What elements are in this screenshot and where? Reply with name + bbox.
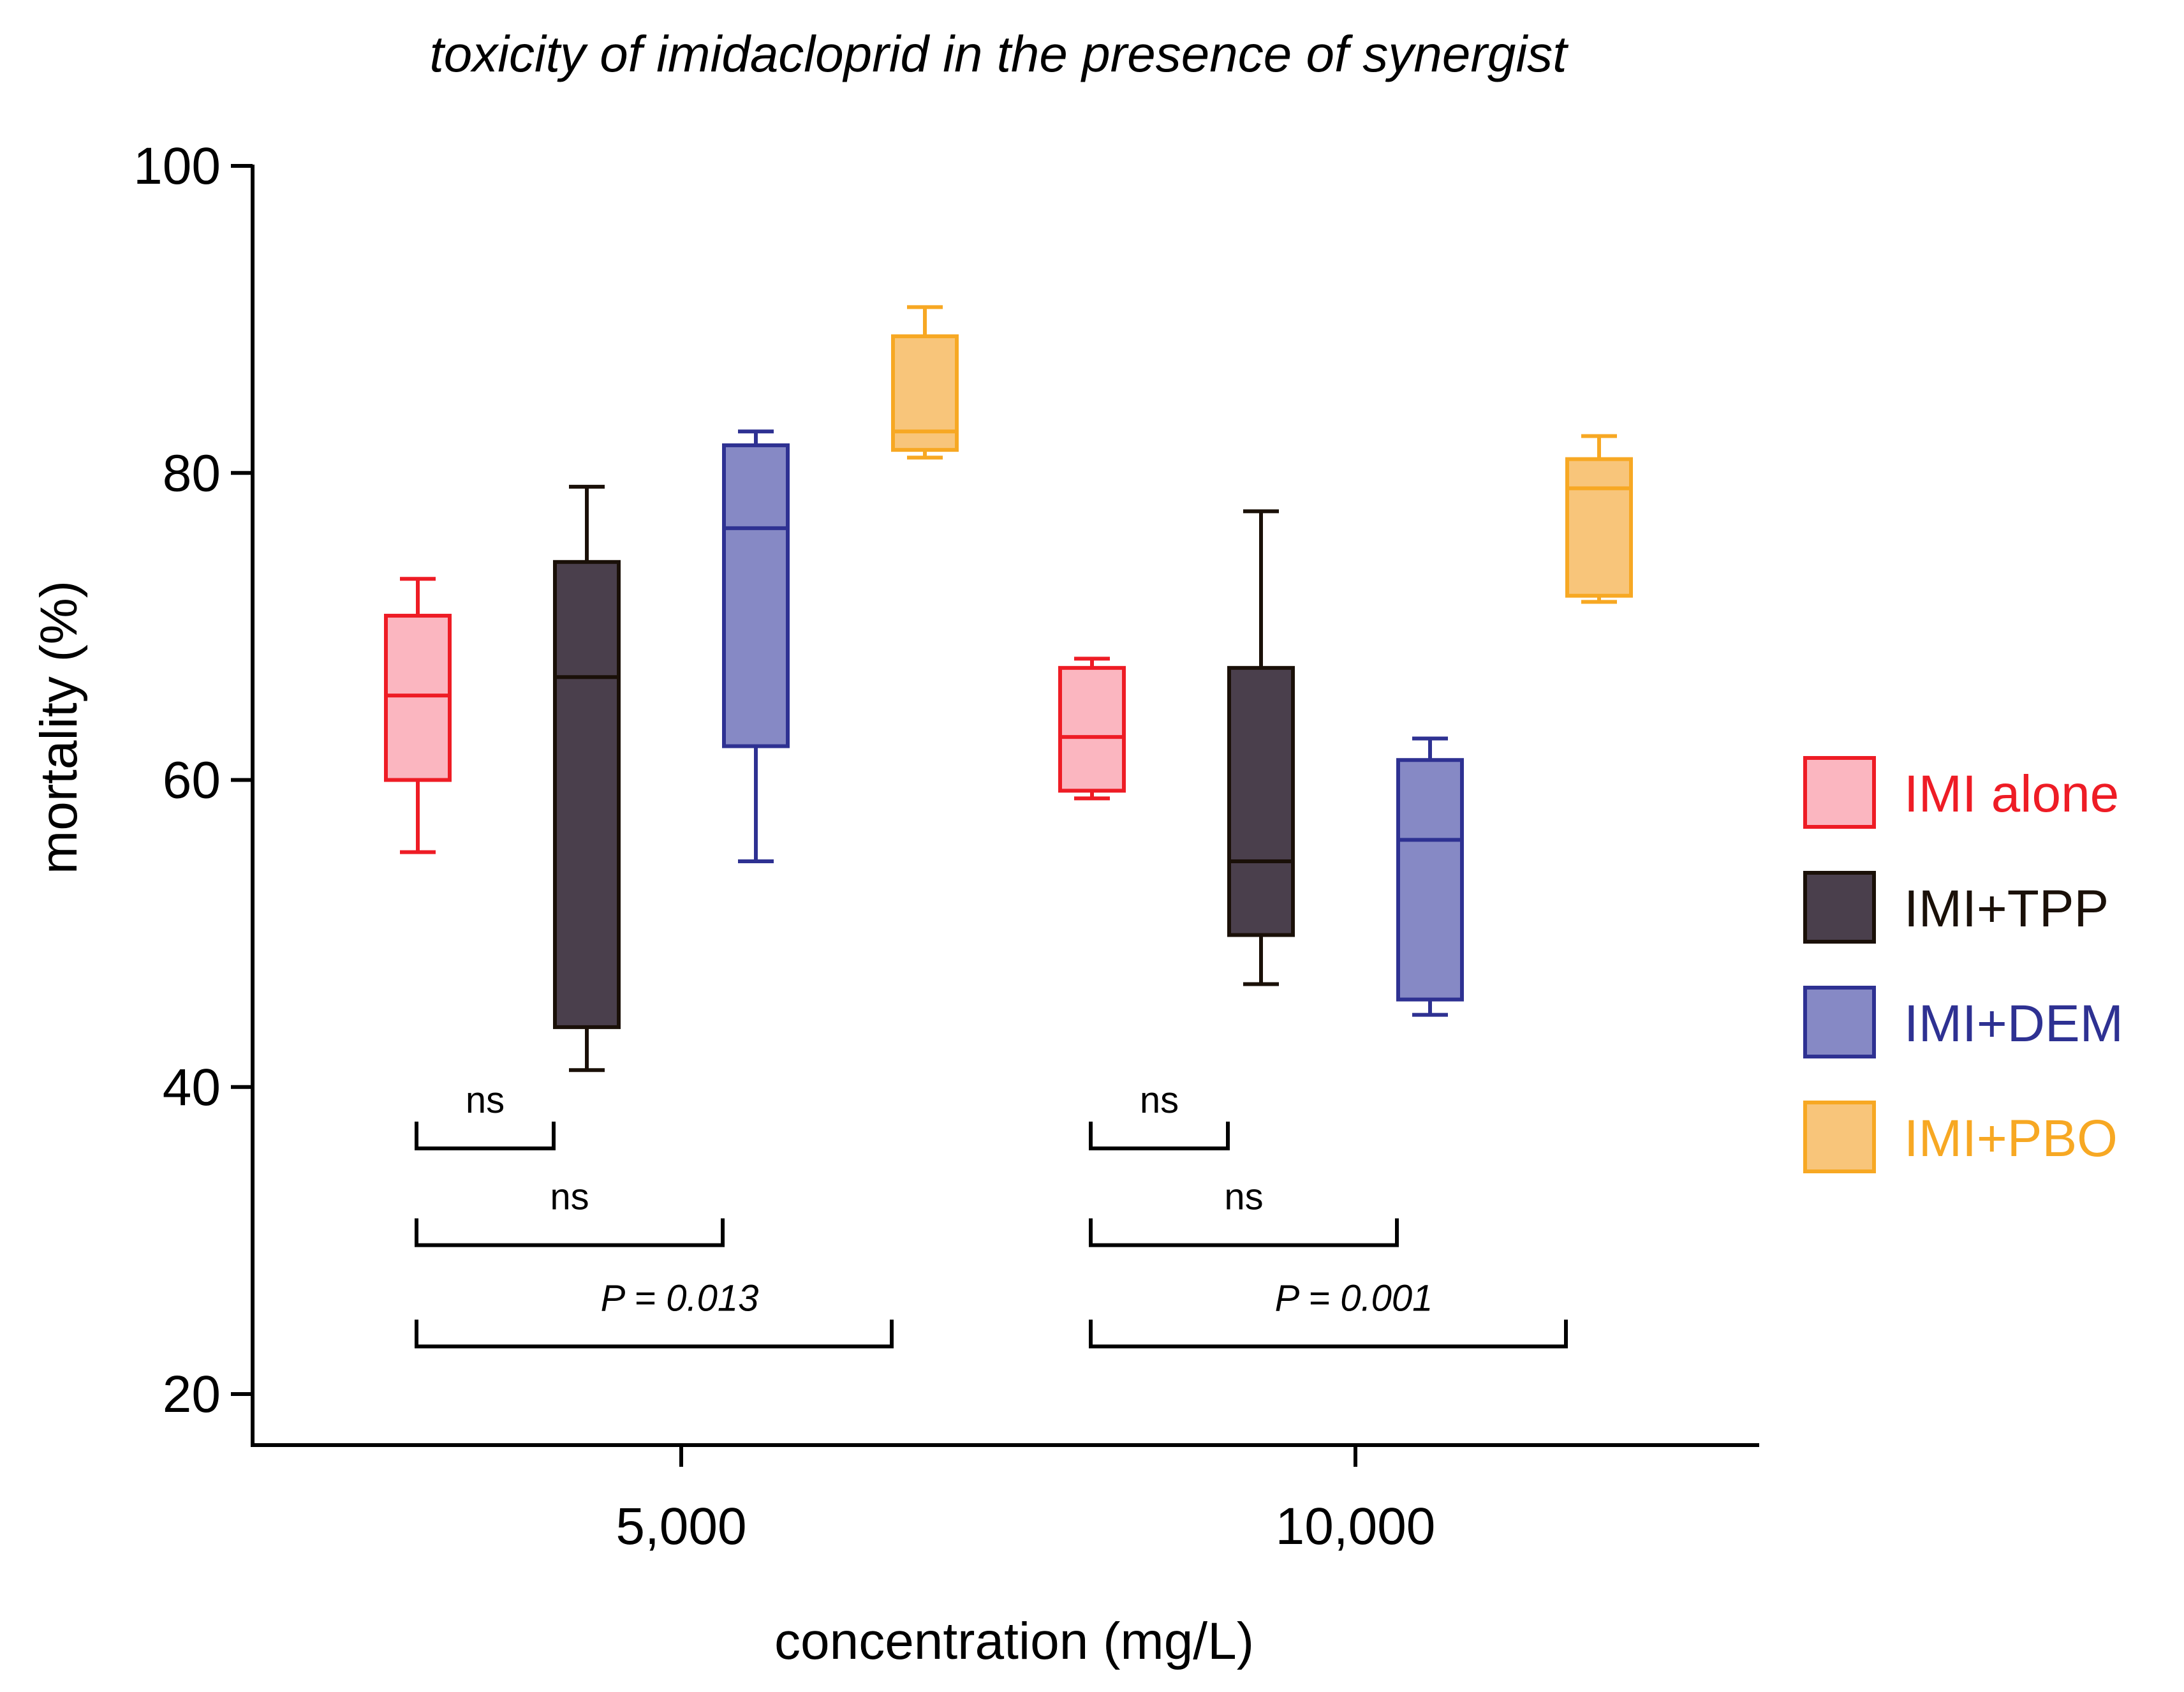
bracket-line [1089,1122,1230,1150]
legend-swatch [1803,871,1876,944]
legend: IMI alone IMI+TPP IMI+DEM IMI+PBO [1803,756,2123,1173]
series-imi-tpp [553,484,1295,1072]
y-tick-label: 20 [163,1365,221,1423]
series-imi-alone [384,577,1126,854]
legend-entry: IMI+PBO [1803,1101,2118,1173]
chart-title: toxicity of imidacloprid in the presence… [429,26,1568,82]
legend-swatch [1803,986,1876,1058]
bracket-label: ns [1140,1080,1179,1121]
bracket-label: ns [466,1080,505,1121]
x-axis: 5,000 10,000 [251,1443,1759,1555]
x-axis-label: concentration (mg/L) [774,1612,1254,1670]
bracket-label: ns [550,1176,589,1218]
y-axis-label: mortality (%) [30,581,88,874]
significance-bracket: ns [1089,1080,1230,1150]
box-iqr [722,443,790,748]
significance-annotations: ns ns P = 0.013 ns ns P = 0.001 [415,1080,1568,1349]
box-iqr [553,560,621,1029]
significance-bracket: ns [415,1080,556,1150]
significance-bracket: ns [415,1176,725,1247]
bracket-line [415,1319,894,1349]
bracket-line [415,1218,725,1247]
box-plot [1565,434,1633,604]
x-tick-label: 5,000 [616,1497,746,1555]
box-plot [891,305,959,460]
significance-bracket: P = 0.013 [415,1277,894,1349]
bracket-label: ns [1224,1176,1263,1218]
legend-entry: IMI alone [1803,756,2119,829]
significance-bracket: ns [1089,1176,1399,1247]
series-imi-pbo [891,305,1633,604]
y-tick-label: 60 [163,752,221,810]
box-plot [1058,657,1126,801]
legend-entry: IMI+DEM [1803,986,2123,1058]
y-axis: 20 40 60 80 100 [133,137,255,1445]
legend-label: IMI+DEM [1904,995,2123,1053]
significance-bracket: P = 0.001 [1089,1277,1568,1349]
box-plot [384,577,452,854]
box-iqr [384,614,452,782]
bracket-line [415,1122,556,1150]
box-iqr [1396,758,1464,1002]
bracket-line [1089,1218,1399,1247]
bracket-line [1089,1319,1568,1349]
box-plot [722,429,790,864]
box-iqr [1227,665,1295,937]
legend-entry: IMI+TPP [1803,871,2109,944]
box-iqr [1058,665,1126,793]
legend-label: IMI alone [1904,765,2119,823]
box-plot [1396,736,1464,1017]
x-tick-label: 10,000 [1276,1497,1436,1555]
series-imi-dem [722,429,1464,1017]
box-plot [1227,509,1295,986]
box-plot [553,484,621,1072]
y-tick-label: 40 [163,1058,221,1117]
legend-label: IMI+TPP [1904,880,2109,938]
bracket-label: P = 0.001 [1275,1277,1433,1319]
box-series-group [384,305,1633,1072]
legend-swatch [1803,1101,1876,1173]
y-tick-label: 100 [133,137,221,195]
legend-swatch [1803,756,1876,829]
bracket-label: P = 0.013 [601,1277,759,1319]
legend-label: IMI+PBO [1904,1109,2118,1168]
y-tick-label: 80 [163,444,221,502]
box-iqr [1565,457,1633,598]
